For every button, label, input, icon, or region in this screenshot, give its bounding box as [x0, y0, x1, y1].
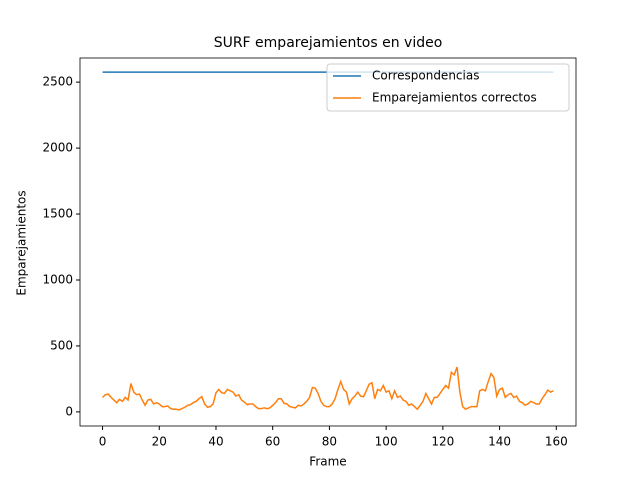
y-tick-label: 1000	[42, 272, 73, 286]
chart-title: SURF emparejamientos en video	[214, 35, 443, 51]
x-axis-label: Frame	[309, 455, 346, 469]
x-tick-label: 100	[375, 435, 398, 449]
x-tick-label: 40	[208, 435, 223, 449]
y-axis-label: Emparejamientos	[15, 190, 29, 295]
y-tick-label: 0	[65, 404, 73, 418]
plot-frame	[79, 57, 577, 427]
y-tick-label: 1500	[42, 207, 73, 221]
legend-label: Correspondencias	[372, 69, 479, 83]
x-tick-label: 0	[99, 435, 107, 449]
line-series	[102, 366, 554, 411]
x-tick-label: 160	[545, 435, 568, 449]
x-tick-label: 140	[488, 435, 511, 449]
x-tick-label: 20	[152, 435, 167, 449]
y-tick-label: 2000	[42, 141, 73, 155]
legend-box	[326, 63, 570, 112]
x-tick-label: 120	[431, 435, 454, 449]
x-tick-label: 60	[265, 435, 280, 449]
legend-label: Emparejamientos correctos	[372, 91, 537, 105]
y-tick-label: 2500	[42, 75, 73, 89]
y-tick-label: 500	[50, 338, 73, 352]
x-tick-label: 80	[322, 435, 337, 449]
